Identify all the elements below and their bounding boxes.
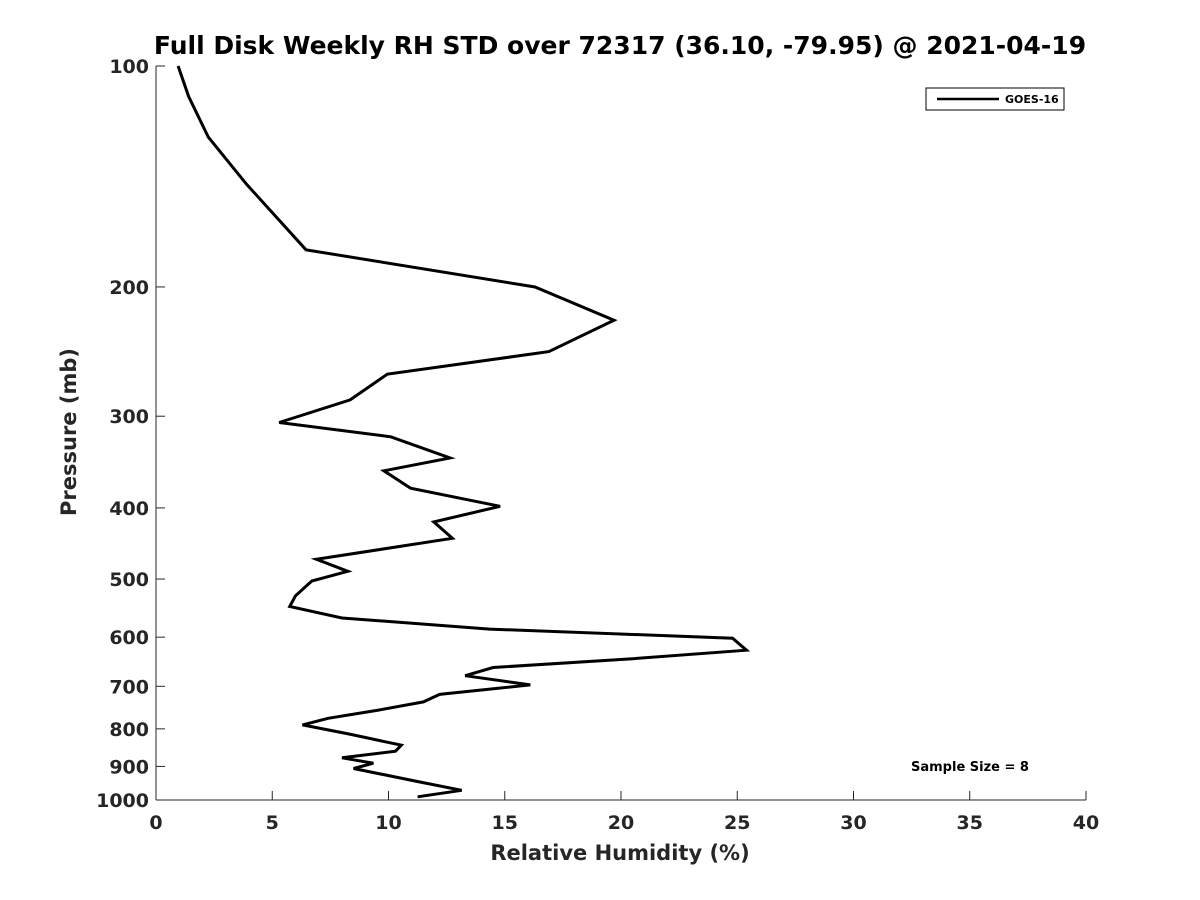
x-tick-label: 15 (492, 812, 518, 834)
y-tick-label: 400 (109, 498, 149, 520)
y-tick-label: 200 (109, 277, 149, 299)
y-tick-label: 100 (109, 56, 149, 78)
x-tick-label: 0 (149, 812, 162, 834)
x-axis-label: Relative Humidity (%) (490, 841, 749, 865)
series-layer (176, 65, 751, 799)
y-tick-label: 700 (109, 676, 149, 698)
x-tick-label: 5 (266, 812, 279, 834)
x-tick-label: 25 (724, 812, 750, 834)
y-axis-label: Pressure (mb) (57, 348, 81, 516)
y-axis: 100 200 300 400 500 600 700 800 900 1000 (96, 56, 165, 812)
y-tick-label: 600 (109, 627, 149, 649)
x-axis: 0 5 10 15 20 25 30 35 40 (149, 791, 1099, 834)
x-tick-label: 10 (375, 812, 401, 834)
y-tick-label: 500 (109, 569, 149, 591)
x-tick-label: 20 (608, 812, 634, 834)
plot-frame (155, 66, 1086, 801)
chart-title: Full Disk Weekly RH STD over 72317 (36.1… (154, 31, 1086, 60)
y-tick-label: 900 (109, 756, 149, 778)
x-tick-label: 30 (840, 812, 866, 834)
legend-label-goes-16: GOES-16 (1005, 93, 1059, 106)
x-tick-label: 35 (957, 812, 983, 834)
y-tick-label: 300 (109, 406, 149, 428)
y-tick-label: 800 (109, 719, 149, 741)
sample-size-annotation: Sample Size = 8 (911, 760, 1029, 775)
x-tick-label: 40 (1073, 812, 1099, 834)
legend: GOES-16 (925, 87, 1065, 111)
y-tick-label: 1000 (96, 790, 149, 812)
series-line-goes-16 (176, 65, 751, 799)
